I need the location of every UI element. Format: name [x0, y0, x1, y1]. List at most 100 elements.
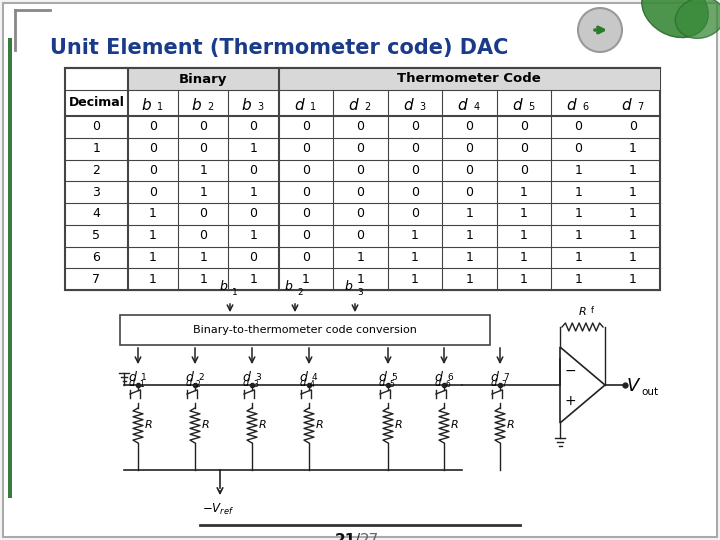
Text: 1: 1 [310, 102, 316, 112]
Text: 1: 1 [232, 288, 238, 297]
Text: d: d [379, 378, 385, 388]
Text: d: d [348, 98, 359, 112]
Text: 0: 0 [302, 142, 310, 155]
Text: d: d [378, 371, 386, 384]
Text: 1: 1 [250, 229, 258, 242]
Text: 1: 1 [149, 251, 157, 264]
Text: R: R [395, 421, 402, 430]
Text: 5: 5 [528, 102, 534, 112]
Text: b: b [284, 280, 292, 293]
Text: Binary-to-thermometer code conversion: Binary-to-thermometer code conversion [193, 325, 417, 335]
Text: d: d [243, 378, 249, 388]
Ellipse shape [675, 0, 720, 38]
Bar [65, 68, 660, 290]
Text: b: b [242, 98, 251, 112]
Text: d: d [186, 378, 192, 388]
Text: R: R [145, 421, 153, 430]
Text: 0: 0 [302, 251, 310, 264]
Text: 6: 6 [447, 373, 453, 382]
Text: 0: 0 [465, 164, 473, 177]
Text: 0: 0 [411, 186, 419, 199]
Text: 0: 0 [149, 186, 157, 199]
Text: 4: 4 [310, 380, 315, 389]
Text: d: d [491, 378, 497, 388]
Text: 2: 2 [297, 288, 302, 297]
Text: 27: 27 [360, 533, 379, 540]
Text: 0: 0 [356, 142, 364, 155]
Text: V: V [627, 377, 639, 395]
Text: d: d [129, 378, 135, 388]
Text: 1: 1 [250, 273, 258, 286]
Text: 0: 0 [250, 251, 258, 264]
Text: 0: 0 [149, 142, 157, 155]
Text: 1: 1 [411, 273, 419, 286]
Text: 0: 0 [411, 142, 419, 155]
Text: 1: 1 [629, 251, 636, 264]
Text: 6: 6 [92, 251, 100, 264]
Text: 1: 1 [520, 273, 528, 286]
Text: 6: 6 [582, 102, 588, 112]
Text: 1: 1 [575, 273, 582, 286]
Text: d: d [299, 371, 307, 384]
Text: 1: 1 [199, 251, 207, 264]
Text: +: + [565, 394, 577, 408]
Text: 1: 1 [520, 207, 528, 220]
Text: 7: 7 [501, 380, 506, 389]
Text: 0: 0 [520, 142, 528, 155]
Text: d: d [185, 371, 193, 384]
Text: R: R [451, 421, 459, 430]
Text: 3: 3 [357, 288, 363, 297]
Text: 3: 3 [258, 102, 264, 112]
Text: d: d [434, 371, 442, 384]
Text: 0: 0 [92, 120, 100, 133]
Text: 2: 2 [364, 102, 371, 112]
Text: 1: 1 [520, 186, 528, 199]
Text: Thermometer Code: Thermometer Code [397, 72, 541, 85]
Text: d: d [490, 371, 498, 384]
Text: 3: 3 [253, 380, 258, 389]
Bar [8, 38, 12, 498]
Text: 1: 1 [199, 164, 207, 177]
Text: 1: 1 [356, 251, 364, 264]
Text: 0: 0 [411, 207, 419, 220]
Text: 0: 0 [356, 229, 364, 242]
Text: 0: 0 [629, 120, 636, 133]
Text: d: d [403, 98, 413, 112]
Text: 1: 1 [199, 273, 207, 286]
Text: b: b [219, 280, 227, 293]
Text: 0: 0 [302, 207, 310, 220]
Text: b: b [192, 98, 202, 112]
Text: 1: 1 [250, 186, 258, 199]
Text: 1: 1 [199, 186, 207, 199]
Text: 0: 0 [199, 207, 207, 220]
Text: d: d [294, 98, 304, 112]
Text: 0: 0 [302, 120, 310, 133]
Text: /: / [356, 533, 361, 540]
Text: 0: 0 [250, 120, 258, 133]
Text: 7: 7 [636, 102, 643, 112]
Text: 1: 1 [575, 164, 582, 177]
Text: 1: 1 [465, 229, 473, 242]
Text: 1: 1 [157, 102, 163, 112]
Text: 7: 7 [92, 273, 100, 286]
Text: 1: 1 [520, 229, 528, 242]
Text: 0: 0 [520, 120, 528, 133]
Text: 2: 2 [196, 380, 201, 389]
Text: Binary: Binary [179, 72, 228, 85]
Text: 4: 4 [92, 207, 100, 220]
Text: 4: 4 [312, 373, 318, 382]
Text: 3: 3 [92, 186, 100, 199]
Text: 1: 1 [629, 142, 636, 155]
Text: 0: 0 [520, 164, 528, 177]
Text: 1: 1 [149, 207, 157, 220]
Text: 3: 3 [419, 102, 425, 112]
Text: d: d [512, 98, 522, 112]
Text: 2: 2 [207, 102, 214, 112]
Text: 0: 0 [411, 120, 419, 133]
Text: 0: 0 [250, 207, 258, 220]
Text: 2: 2 [198, 373, 204, 382]
Text: 0: 0 [302, 164, 310, 177]
Text: 0: 0 [411, 164, 419, 177]
Text: 1: 1 [629, 207, 636, 220]
Text: out: out [641, 387, 658, 397]
